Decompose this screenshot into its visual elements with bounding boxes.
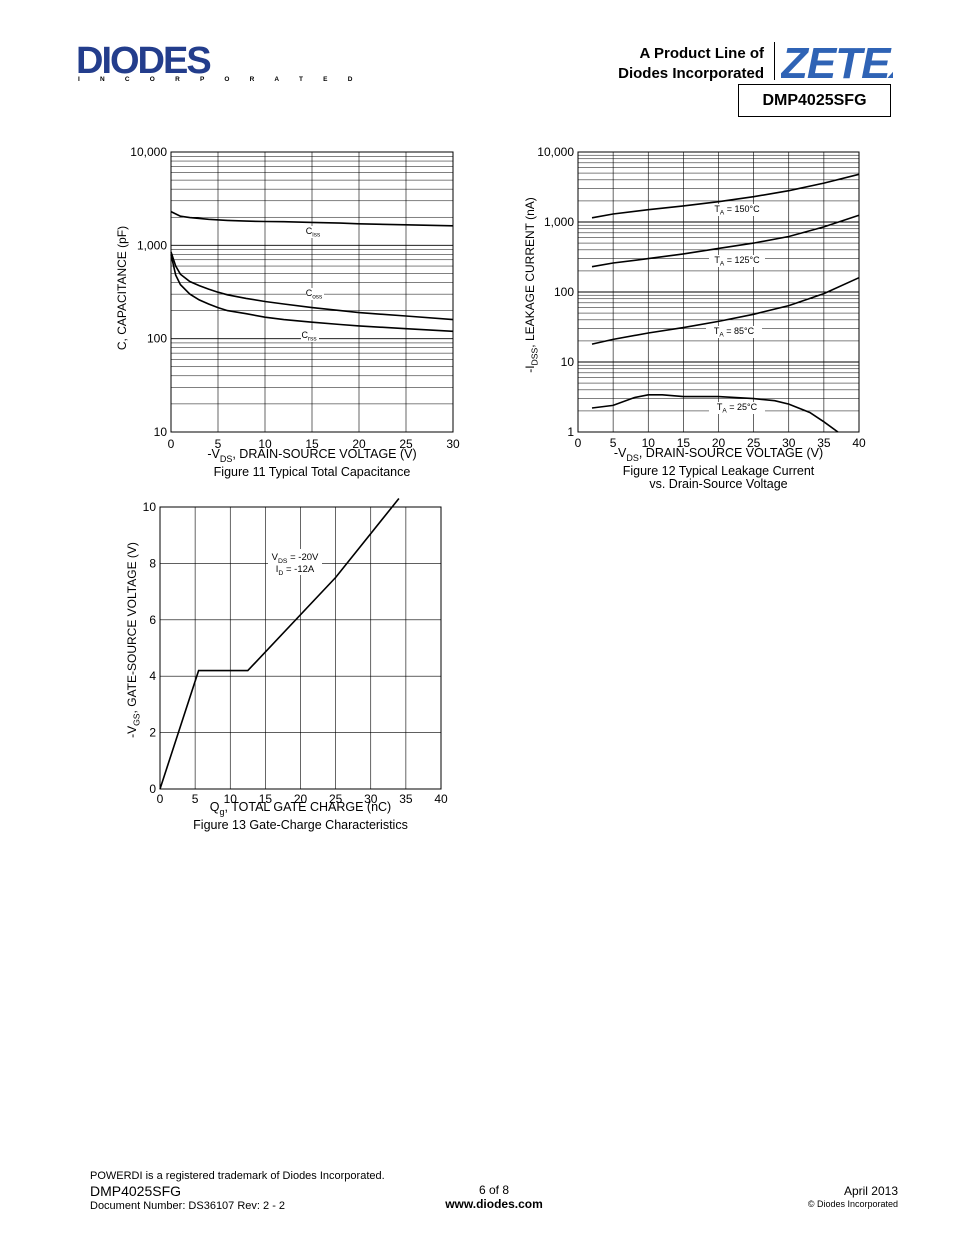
x-tick-label: 20 (294, 792, 308, 806)
series-line-1 (170, 251, 454, 321)
series-line-0 (159, 497, 400, 790)
y-tick-label: 10 (561, 355, 575, 369)
y-tick-label: 1 (567, 425, 574, 439)
y-tick-label: 4 (149, 669, 156, 683)
zetex-logo-text: ZETEX (781, 39, 893, 82)
footer-copyright: © Diodes Incorporated (807, 1199, 898, 1209)
diodes-logo: DIODES (76, 42, 212, 76)
y-axis-label-group: -VGS, GATE-SOURCE VOLTAGE (V) (125, 542, 142, 738)
series-label: TA = 125°C (714, 255, 760, 268)
annotation-id: ID = -12A (276, 564, 315, 577)
series-label-bg (709, 255, 765, 267)
x-tick-label: 40 (852, 436, 866, 450)
y-tick-label: 10 (154, 425, 168, 439)
header-separator (774, 42, 775, 80)
series-line-0 (170, 210, 454, 227)
x-tick-label: 30 (364, 792, 378, 806)
y-tick-label: 0 (149, 782, 156, 796)
series-label: TA = 85°C (714, 326, 755, 339)
series-label-bg (301, 330, 319, 342)
chart-11: 0 5 10 15 20 25 30 10 100 1,000 10,000 C, CAPACITAN… (115, 145, 460, 479)
series-line-3 (591, 393, 839, 433)
series-line-0 (591, 173, 860, 219)
x-tick-label: 5 (610, 436, 617, 450)
x-tick-label: 0 (157, 792, 164, 806)
y-axis-label-group: C, CAPACITANCE (pF) (115, 226, 129, 350)
series-line-2 (591, 276, 860, 345)
x-tick-label: 20 (712, 436, 726, 450)
x-tick-label: 25 (399, 437, 413, 451)
x-axis-label: Qg, TOTAL GATE CHARGE (nC) (210, 800, 391, 817)
y-axis-label: -VGS, GATE-SOURCE VOLTAGE (V) (125, 542, 142, 738)
x-tick-label: 40 (434, 792, 448, 806)
y-axis-label: C, CAPACITANCE (pF) (115, 226, 129, 350)
x-tick-label: 5 (215, 437, 222, 451)
x-tick-label: 10 (642, 436, 656, 450)
chart-12: 0 5 10 15 20 25 30 35 40 1 10 100 1,000 10,000 -IDSS, … (523, 145, 866, 491)
x-tick-label: 35 (817, 436, 831, 450)
series-label: Coss (306, 288, 323, 301)
x-axis-label: -VDS, DRAIN-SOURCE VOLTAGE (V) (207, 447, 416, 464)
series-label-bg (306, 288, 324, 300)
x-tick-label: 20 (352, 437, 366, 451)
chart-title: Figure 13 Gate-Charge Characteristics (193, 818, 408, 832)
y-tick-label: 2 (149, 726, 156, 740)
chart-title: Figure 11 Typical Total Capacitance (214, 465, 411, 479)
x-tick-label: 15 (259, 792, 273, 806)
x-tick-label: 25 (329, 792, 343, 806)
x-tick-label: 10 (258, 437, 272, 451)
annotation-vds: VDS = -20V (272, 552, 319, 565)
series-label: Crss (301, 330, 316, 343)
series-label: TA = 150°C (714, 204, 760, 217)
series-line-1 (591, 214, 860, 268)
y-tick-label: 6 (149, 613, 156, 627)
x-tick-label: 15 (677, 436, 691, 450)
x-tick-label: 10 (224, 792, 238, 806)
product-line-text: A Product Line of Diodes Incorporated (618, 44, 764, 84)
footer-page-number: 6 of 8 (478, 1183, 510, 1197)
footer-date: April 2013 (843, 1184, 898, 1198)
zetex-logo: ZETEX (781, 39, 893, 82)
product-line-1: A Product Line of (639, 45, 764, 62)
chart-13: 0 5 10 15 20 25 30 35 40 0 2 4 6 8 10 -VGS, GATE-SOURCE… (125, 497, 448, 832)
series-label-bg (709, 402, 765, 414)
series-label-bg (706, 326, 762, 338)
x-tick-label: 35 (399, 792, 413, 806)
series-label: Ciss (306, 226, 320, 239)
y-tick-label: 1,000 (137, 238, 167, 252)
x-axis-label: -VDS, DRAIN-SOURCE VOLTAGE (V) (614, 446, 823, 463)
diodes-logo-subtitle: I N C O R P O R A T E D (78, 76, 362, 83)
y-tick-label: 1,000 (544, 215, 574, 229)
y-tick-label: 10 (143, 500, 157, 514)
annotation-bg (268, 549, 322, 575)
x-tick-label: 25 (747, 436, 761, 450)
series-label-bg (709, 204, 765, 216)
x-tick-label: 30 (782, 436, 796, 450)
footer-trademark: POWERDI is a registered trademark of Dio… (90, 1170, 385, 1182)
footer-part-number: DMP4025SFG (90, 1183, 182, 1199)
part-number-box: DMP4025SFG (738, 84, 891, 117)
x-tick-label: 0 (575, 436, 582, 450)
series-line-2 (170, 254, 454, 333)
diodes-logo-text: DIODES (76, 42, 210, 76)
x-tick-label: 15 (305, 437, 319, 451)
product-line-2: Diodes Incorporated (618, 65, 764, 82)
x-tick-label: 30 (446, 437, 460, 451)
y-axis-label-group: -IDSS, LEAKAGE CURRENT (nA) (523, 197, 540, 373)
series-label: TA = 25°C (717, 402, 758, 415)
y-tick-label: 10,000 (130, 145, 167, 159)
footer-document-number: Document Number: DS36107 Rev: 2 - 2 (90, 1200, 286, 1212)
y-axis-label: -IDSS, LEAKAGE CURRENT (nA) (523, 197, 540, 373)
x-tick-label: 5 (192, 792, 199, 806)
y-tick-label: 100 (147, 332, 167, 346)
y-tick-label: 10,000 (537, 145, 574, 159)
y-tick-label: 100 (554, 285, 574, 299)
series-label-bg (305, 226, 323, 238)
chart-title: Figure 12 Typical Leakage Current (623, 464, 815, 478)
x-tick-label: 0 (168, 437, 175, 451)
footer-website-link[interactable]: www.diodes.com (445, 1197, 543, 1211)
y-tick-label: 8 (149, 556, 156, 570)
chart-title-line2: vs. Drain-Source Voltage (649, 477, 787, 491)
